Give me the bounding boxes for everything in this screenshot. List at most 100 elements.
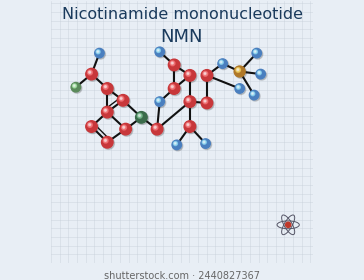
Circle shape [219, 60, 223, 64]
Circle shape [235, 84, 244, 93]
Circle shape [203, 71, 208, 76]
Circle shape [169, 83, 180, 94]
Circle shape [102, 83, 113, 94]
Circle shape [218, 59, 228, 68]
Circle shape [220, 61, 222, 63]
Circle shape [102, 107, 114, 119]
Circle shape [118, 95, 130, 108]
Circle shape [219, 60, 229, 70]
Circle shape [71, 83, 80, 92]
Circle shape [173, 141, 183, 151]
Circle shape [186, 71, 191, 76]
Circle shape [202, 140, 206, 144]
Circle shape [123, 126, 125, 128]
Circle shape [103, 138, 108, 143]
Circle shape [257, 70, 267, 80]
Circle shape [186, 122, 191, 127]
Circle shape [136, 112, 149, 124]
Circle shape [122, 125, 126, 130]
Circle shape [171, 86, 173, 88]
Circle shape [95, 49, 106, 59]
Circle shape [236, 68, 241, 72]
Circle shape [154, 126, 156, 128]
Circle shape [184, 96, 195, 108]
Circle shape [95, 48, 104, 58]
Circle shape [152, 124, 164, 136]
Circle shape [72, 84, 76, 88]
Circle shape [87, 122, 99, 134]
Circle shape [201, 97, 213, 109]
Circle shape [253, 50, 257, 54]
Circle shape [151, 123, 163, 135]
Circle shape [102, 137, 114, 149]
Circle shape [202, 140, 211, 150]
Circle shape [86, 68, 97, 80]
Circle shape [120, 123, 131, 135]
Circle shape [169, 83, 181, 95]
Circle shape [136, 112, 147, 123]
Circle shape [253, 49, 263, 59]
Circle shape [155, 47, 165, 57]
Circle shape [157, 98, 161, 102]
Circle shape [120, 97, 122, 99]
Circle shape [254, 51, 256, 52]
Circle shape [157, 50, 159, 51]
Circle shape [169, 59, 180, 71]
Circle shape [102, 136, 113, 148]
Circle shape [156, 98, 166, 108]
Circle shape [104, 139, 107, 141]
Circle shape [252, 93, 253, 94]
Text: NMN: NMN [161, 28, 203, 46]
Circle shape [155, 97, 165, 106]
Circle shape [170, 61, 175, 66]
Circle shape [202, 98, 214, 110]
Circle shape [153, 125, 158, 130]
Circle shape [87, 69, 99, 81]
Circle shape [96, 50, 100, 54]
Circle shape [187, 124, 189, 126]
Circle shape [236, 85, 246, 95]
Circle shape [170, 85, 175, 89]
Circle shape [237, 69, 239, 71]
Circle shape [157, 48, 161, 52]
Circle shape [72, 83, 82, 93]
Circle shape [256, 69, 265, 79]
Circle shape [104, 86, 107, 88]
Circle shape [251, 92, 255, 96]
Circle shape [137, 113, 142, 118]
Circle shape [186, 98, 191, 102]
Circle shape [157, 99, 159, 101]
Circle shape [102, 83, 114, 95]
Circle shape [203, 141, 205, 143]
Circle shape [185, 97, 197, 109]
Circle shape [234, 66, 245, 77]
Circle shape [204, 100, 206, 102]
Circle shape [172, 140, 182, 150]
Circle shape [89, 71, 91, 73]
Circle shape [237, 86, 239, 88]
Circle shape [174, 143, 176, 144]
Circle shape [187, 73, 189, 74]
Circle shape [103, 108, 108, 113]
Circle shape [184, 121, 195, 132]
Circle shape [285, 222, 291, 227]
Circle shape [103, 85, 108, 89]
Circle shape [203, 99, 208, 104]
Circle shape [86, 121, 97, 132]
Circle shape [185, 70, 197, 83]
Circle shape [236, 85, 240, 89]
Circle shape [120, 124, 133, 136]
Circle shape [138, 115, 141, 116]
Circle shape [174, 142, 177, 146]
Circle shape [89, 124, 91, 126]
Circle shape [204, 73, 206, 74]
Circle shape [184, 70, 195, 81]
Text: shutterstock.com · 2440827367: shutterstock.com · 2440827367 [104, 271, 260, 280]
Circle shape [185, 122, 197, 134]
Circle shape [257, 71, 261, 75]
Circle shape [104, 109, 107, 111]
Circle shape [119, 96, 124, 101]
Circle shape [117, 95, 129, 106]
Circle shape [252, 48, 261, 58]
Circle shape [187, 99, 189, 101]
